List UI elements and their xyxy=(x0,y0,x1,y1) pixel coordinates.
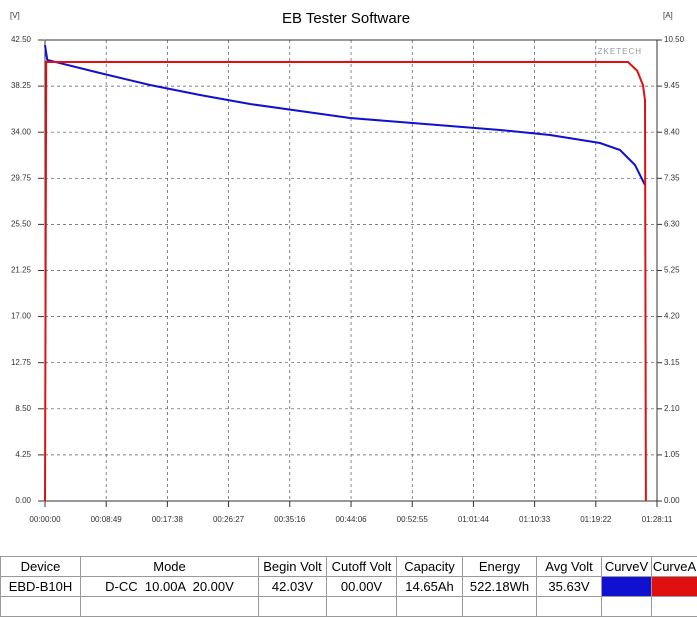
x-tick-label: 00:26:27 xyxy=(213,515,245,524)
table-cell: Avg Volt xyxy=(537,557,602,577)
x-tick-label: 00:00:00 xyxy=(29,515,61,524)
y-tick-label: 25.50 xyxy=(11,220,32,229)
x-tick-label: 01:28:11 xyxy=(642,515,673,524)
table-cell: Mode xyxy=(81,557,259,577)
table-cell xyxy=(602,577,652,597)
y2-tick-label: 3.15 xyxy=(664,358,680,367)
x-tick-label: 01:01:44 xyxy=(458,515,490,524)
y2-tick-label: 0.00 xyxy=(664,496,680,505)
table-cell: 522.18Wh xyxy=(463,577,537,597)
y-tick-label: 34.00 xyxy=(11,127,32,136)
x-tick-label: 00:35:16 xyxy=(274,515,306,524)
y-axis-label: [V] xyxy=(10,11,20,20)
table-cell: Begin Volt xyxy=(259,557,327,577)
y2-tick-label: 5.25 xyxy=(664,266,680,275)
table-cell: Capacity xyxy=(397,557,463,577)
y-tick-label: 38.25 xyxy=(11,81,32,90)
y-tick-label: 0.00 xyxy=(15,496,31,505)
table-cell: CurveA xyxy=(652,557,697,577)
table-cell: CurveV xyxy=(602,557,652,577)
table-cell: D-CC 10.00A 20.00V xyxy=(81,577,259,597)
y-tick-label: 21.25 xyxy=(11,266,32,275)
chart-title: EB Tester Software xyxy=(282,10,410,27)
y2-tick-label: 4.20 xyxy=(664,312,680,321)
x-tick-label: 00:17:38 xyxy=(152,515,184,524)
table-cell: Device xyxy=(1,557,81,577)
x-tick-label: 00:52:55 xyxy=(397,515,429,524)
x-tick-label: 00:44:06 xyxy=(335,515,367,524)
y-tick-label: 4.25 xyxy=(15,450,31,459)
x-tick-label: 01:10:33 xyxy=(519,515,551,524)
y2-tick-label: 1.05 xyxy=(664,450,680,459)
table-cell: 35.63V xyxy=(537,577,602,597)
data-line xyxy=(45,62,646,501)
table-cell: 14.65Ah xyxy=(397,577,463,597)
chart: EB Tester Software [V] [A] ZKETECH 0.00 4… xyxy=(0,0,697,556)
y-tick-label: 8.50 xyxy=(15,404,31,413)
y2-tick-label: 2.10 xyxy=(664,404,680,413)
y2-axis-label: [A] xyxy=(663,11,673,20)
x-tick-label: 01:19:22 xyxy=(580,515,612,524)
data-line xyxy=(45,45,645,185)
table-cell: 00.00V xyxy=(327,577,397,597)
y2-tick-label: 7.35 xyxy=(664,173,680,182)
table-cell xyxy=(652,577,697,597)
y2-tick-label: 6.30 xyxy=(664,220,680,229)
y-tick-label: 17.00 xyxy=(11,312,32,321)
table-cell: EBD-B10H xyxy=(1,577,81,597)
y-tick-label: 42.50 xyxy=(11,35,32,44)
table-cell: Energy xyxy=(463,557,537,577)
y-tick-label: 29.75 xyxy=(11,173,32,182)
y2-tick-label: 10.50 xyxy=(664,35,685,44)
x-tick-label: 00:08:49 xyxy=(91,515,123,524)
table-cell: 42.03V xyxy=(259,577,327,597)
y2-tick-label: 8.40 xyxy=(664,127,680,136)
y2-tick-label: 9.45 xyxy=(664,81,680,90)
watermark: ZKETECH xyxy=(598,47,642,56)
table-cell: Cutoff Volt xyxy=(327,557,397,577)
y-tick-label: 12.75 xyxy=(11,358,32,367)
